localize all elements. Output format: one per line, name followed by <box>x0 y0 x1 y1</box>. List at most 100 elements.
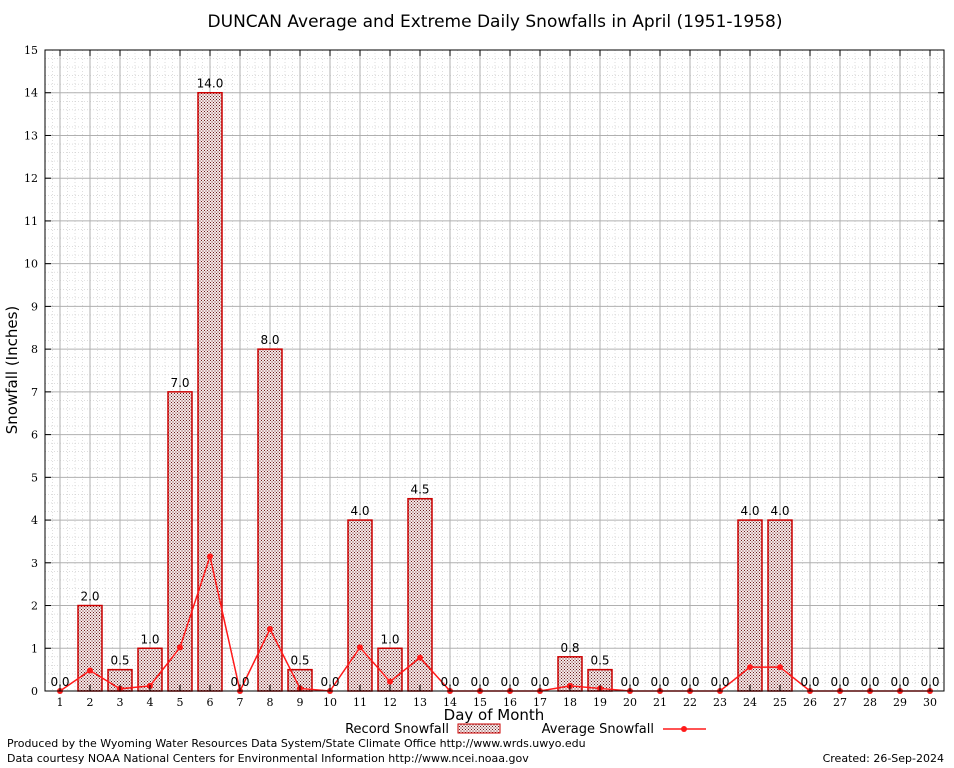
bar-data-label: 0.0 <box>650 675 669 689</box>
x-tick-label: 6 <box>207 696 214 709</box>
bar-data-label: 0.0 <box>530 675 549 689</box>
bar-data-label: 0.0 <box>680 675 699 689</box>
legend-record-swatch <box>457 723 501 734</box>
chart-title: DUNCAN Average and Extreme Daily Snowfal… <box>208 12 783 32</box>
bar-data-labels: 0.0 2.0 0.5 1.0 7.0 14.0 0.0 8.0 0.5 0.0 4.0 1.0 4.5… <box>50 77 939 689</box>
x-tick-label: 12 <box>383 696 397 709</box>
legend-average-label: Average Snowfall <box>542 722 654 737</box>
record-bar <box>347 519 373 692</box>
bar-data-label: 0.0 <box>800 675 819 689</box>
record-bar <box>77 604 103 692</box>
x-tick-label: 8 <box>267 696 274 709</box>
y-tick-label: 0 <box>31 685 38 698</box>
legend: Record Snowfall Average Snowfall <box>345 722 706 737</box>
x-tick-label: 14 <box>443 696 457 709</box>
x-tick-label: 26 <box>803 696 817 709</box>
x-axis-title: Day of Month <box>444 706 545 724</box>
y-tick-label: 8 <box>31 343 38 356</box>
average-point <box>87 667 93 674</box>
y-tick-label: 14 <box>24 87 38 100</box>
record-bar <box>257 348 283 692</box>
bar-data-label: 0.0 <box>830 675 849 689</box>
average-point <box>387 678 393 685</box>
bar-data-label: 4.0 <box>740 504 759 518</box>
x-tick-label: 16 <box>503 696 517 709</box>
created-date: Created: 26-Sep-2024 <box>823 752 944 765</box>
x-tick-label: 18 <box>563 696 577 709</box>
x-tick-label: 27 <box>833 696 847 709</box>
legend-record-label: Record Snowfall <box>345 722 449 737</box>
x-axis-ticks: 1 2 3 4 5 6 7 8 9 10 11 12 13 14 15 16 17 18 19 20 21 22 23 24 2… <box>57 50 937 709</box>
x-tick-label: 25 <box>773 696 787 709</box>
bar-data-label: 0.0 <box>620 675 639 689</box>
record-bar <box>197 91 223 692</box>
producer-credit: Produced by the Wyoming Water Resources … <box>7 737 586 750</box>
bar-data-label: 4.5 <box>410 483 429 497</box>
x-tick-label: 20 <box>623 696 637 709</box>
average-point <box>777 664 783 671</box>
bar-data-label: 0.0 <box>470 675 489 689</box>
bar-data-label: 0.8 <box>560 641 579 655</box>
x-tick-label: 29 <box>893 696 907 709</box>
record-bar <box>737 519 763 692</box>
bar-data-label: 0.0 <box>440 675 459 689</box>
y-tick-label: 10 <box>24 258 38 271</box>
record-bar <box>407 497 433 692</box>
y-tick-label: 4 <box>31 514 38 527</box>
bar-data-label: 0.0 <box>500 675 519 689</box>
bar-data-label: 0.0 <box>50 675 69 689</box>
bar-data-label: 0.5 <box>590 654 609 668</box>
y-tick-label: 7 <box>31 386 38 399</box>
record-bar <box>167 391 193 692</box>
bar-data-label: 4.0 <box>350 504 369 518</box>
major-gridlines <box>45 49 944 692</box>
x-tick-label: 19 <box>593 696 607 709</box>
bar-data-label: 8.0 <box>260 333 279 347</box>
x-tick-label: 23 <box>713 696 727 709</box>
average-point <box>267 626 273 633</box>
average-point <box>177 644 183 651</box>
y-tick-label: 1 <box>31 642 38 655</box>
y-tick-label: 11 <box>24 215 38 228</box>
average-point <box>207 553 213 560</box>
x-tick-label: 5 <box>177 696 184 709</box>
x-tick-label: 3 <box>117 696 124 709</box>
x-tick-label: 1 <box>57 696 64 709</box>
legend-average-marker <box>681 726 687 732</box>
x-tick-label: 22 <box>683 696 697 709</box>
y-tick-label: 13 <box>24 129 38 142</box>
bar-data-label: 0.5 <box>290 654 309 668</box>
y-tick-label: 5 <box>31 471 38 484</box>
x-tick-label: 10 <box>323 696 337 709</box>
record-bar <box>767 519 793 692</box>
bar-data-label: 14.0 <box>197 77 224 91</box>
bar-data-label: 4.0 <box>770 504 789 518</box>
y-tick-label: 9 <box>31 300 38 313</box>
x-tick-label: 24 <box>743 696 757 709</box>
bar-data-label: 0.0 <box>320 675 339 689</box>
average-point <box>357 644 363 651</box>
y-tick-label: 3 <box>31 557 38 570</box>
x-tick-label: 7 <box>237 696 244 709</box>
y-axis-title: Snowfall (Inches) <box>3 306 21 434</box>
y-tick-label: 2 <box>31 600 38 613</box>
x-tick-label: 4 <box>147 696 154 709</box>
bar-data-label: 0.0 <box>710 675 729 689</box>
bar-data-label: 0.0 <box>920 675 939 689</box>
bar-data-label: 0.0 <box>890 675 909 689</box>
y-tick-label: 6 <box>31 429 38 442</box>
bar-data-label: 2.0 <box>80 590 99 604</box>
bar-data-label: 7.0 <box>170 376 189 390</box>
x-tick-label: 17 <box>533 696 547 709</box>
x-tick-label: 13 <box>413 696 427 709</box>
x-tick-label: 30 <box>923 696 937 709</box>
average-point <box>417 654 423 661</box>
bar-data-label: 1.0 <box>140 632 159 646</box>
x-tick-label: 2 <box>87 696 94 709</box>
y-tick-label: 15 <box>24 44 38 57</box>
x-tick-label: 28 <box>863 696 877 709</box>
bar-data-label: 0.0 <box>860 675 879 689</box>
data-source-credit: Data courtesy NOAA National Centers for … <box>7 752 529 765</box>
